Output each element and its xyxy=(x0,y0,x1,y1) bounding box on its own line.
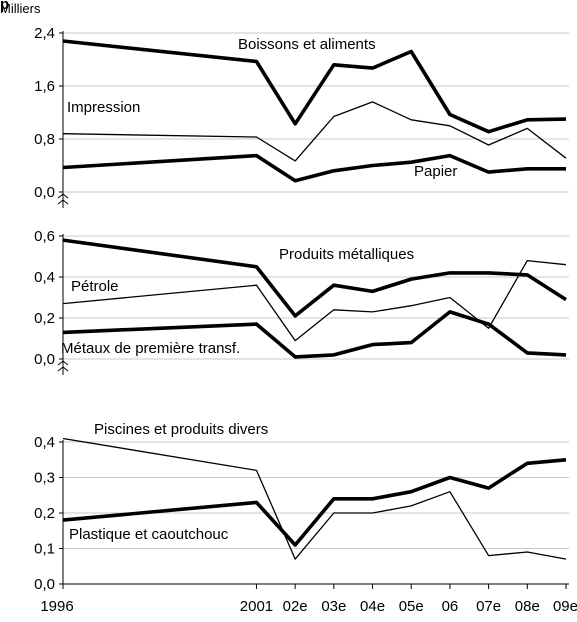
x-tick-label: 08e xyxy=(515,598,540,615)
series-label: Boissons et aliments xyxy=(238,36,376,53)
y-tick-label: 0,0 xyxy=(34,184,55,201)
x-tick-label: 07e xyxy=(476,598,501,615)
y-tick-label: 0,2 xyxy=(34,505,55,522)
series-line-produits-m-talliques xyxy=(62,238,567,318)
x-tick-label: 02e xyxy=(283,598,308,615)
series-label: Plastique et caoutchouc xyxy=(69,526,229,543)
x-tick-label: 03e xyxy=(321,598,346,615)
series-label: Produits métalliques xyxy=(279,246,414,263)
series-line-m-taux-de-premi-re-transf- xyxy=(62,310,567,359)
panel-2 xyxy=(57,234,569,375)
y-tick-label: 0,4 xyxy=(34,269,55,286)
x-tick-label: 05e xyxy=(399,598,424,615)
x-tick-label: 2001 xyxy=(240,598,273,615)
series-label: Métaux de première transf. xyxy=(61,340,240,357)
y-tick-label: 2,4 xyxy=(34,25,55,42)
unit-label: Milliers xyxy=(0,1,41,16)
series-label: Piscines et produits divers xyxy=(94,421,268,438)
y-tick-label: 0,6 xyxy=(34,228,55,245)
y-tick-label: 0,0 xyxy=(34,576,55,593)
x-tick-label: 06 xyxy=(442,598,459,615)
x-tick-label: 04e xyxy=(360,598,385,615)
chart-title: p xyxy=(0,0,9,13)
x-tick-label: 1996 xyxy=(40,598,73,615)
y-tick-label: 0,1 xyxy=(34,541,55,558)
series-line-boissons-et-aliments xyxy=(62,39,567,134)
y-tick-label: 1,6 xyxy=(34,78,55,95)
series-line-piscines-et-produits-divers xyxy=(62,437,567,560)
series-label: Pétrole xyxy=(71,278,119,295)
series-line-papier xyxy=(62,153,566,183)
series-label: Impression xyxy=(67,99,140,116)
x-tick-label: 09e xyxy=(553,598,577,615)
y-tick-label: 0,8 xyxy=(34,131,55,148)
panel-3 xyxy=(59,437,569,585)
y-tick-label: 0,0 xyxy=(34,351,55,368)
y-tick-label: 0,4 xyxy=(34,434,55,451)
panel-1 xyxy=(57,31,569,208)
y-tick-label: 0,2 xyxy=(34,310,55,327)
series-label: Papier xyxy=(414,163,457,180)
series-line-plastique-et-caoutchouc xyxy=(62,458,567,547)
y-tick-label: 0,3 xyxy=(34,470,55,487)
series-line-impression xyxy=(62,101,567,162)
series-line-p-trole xyxy=(62,259,567,342)
